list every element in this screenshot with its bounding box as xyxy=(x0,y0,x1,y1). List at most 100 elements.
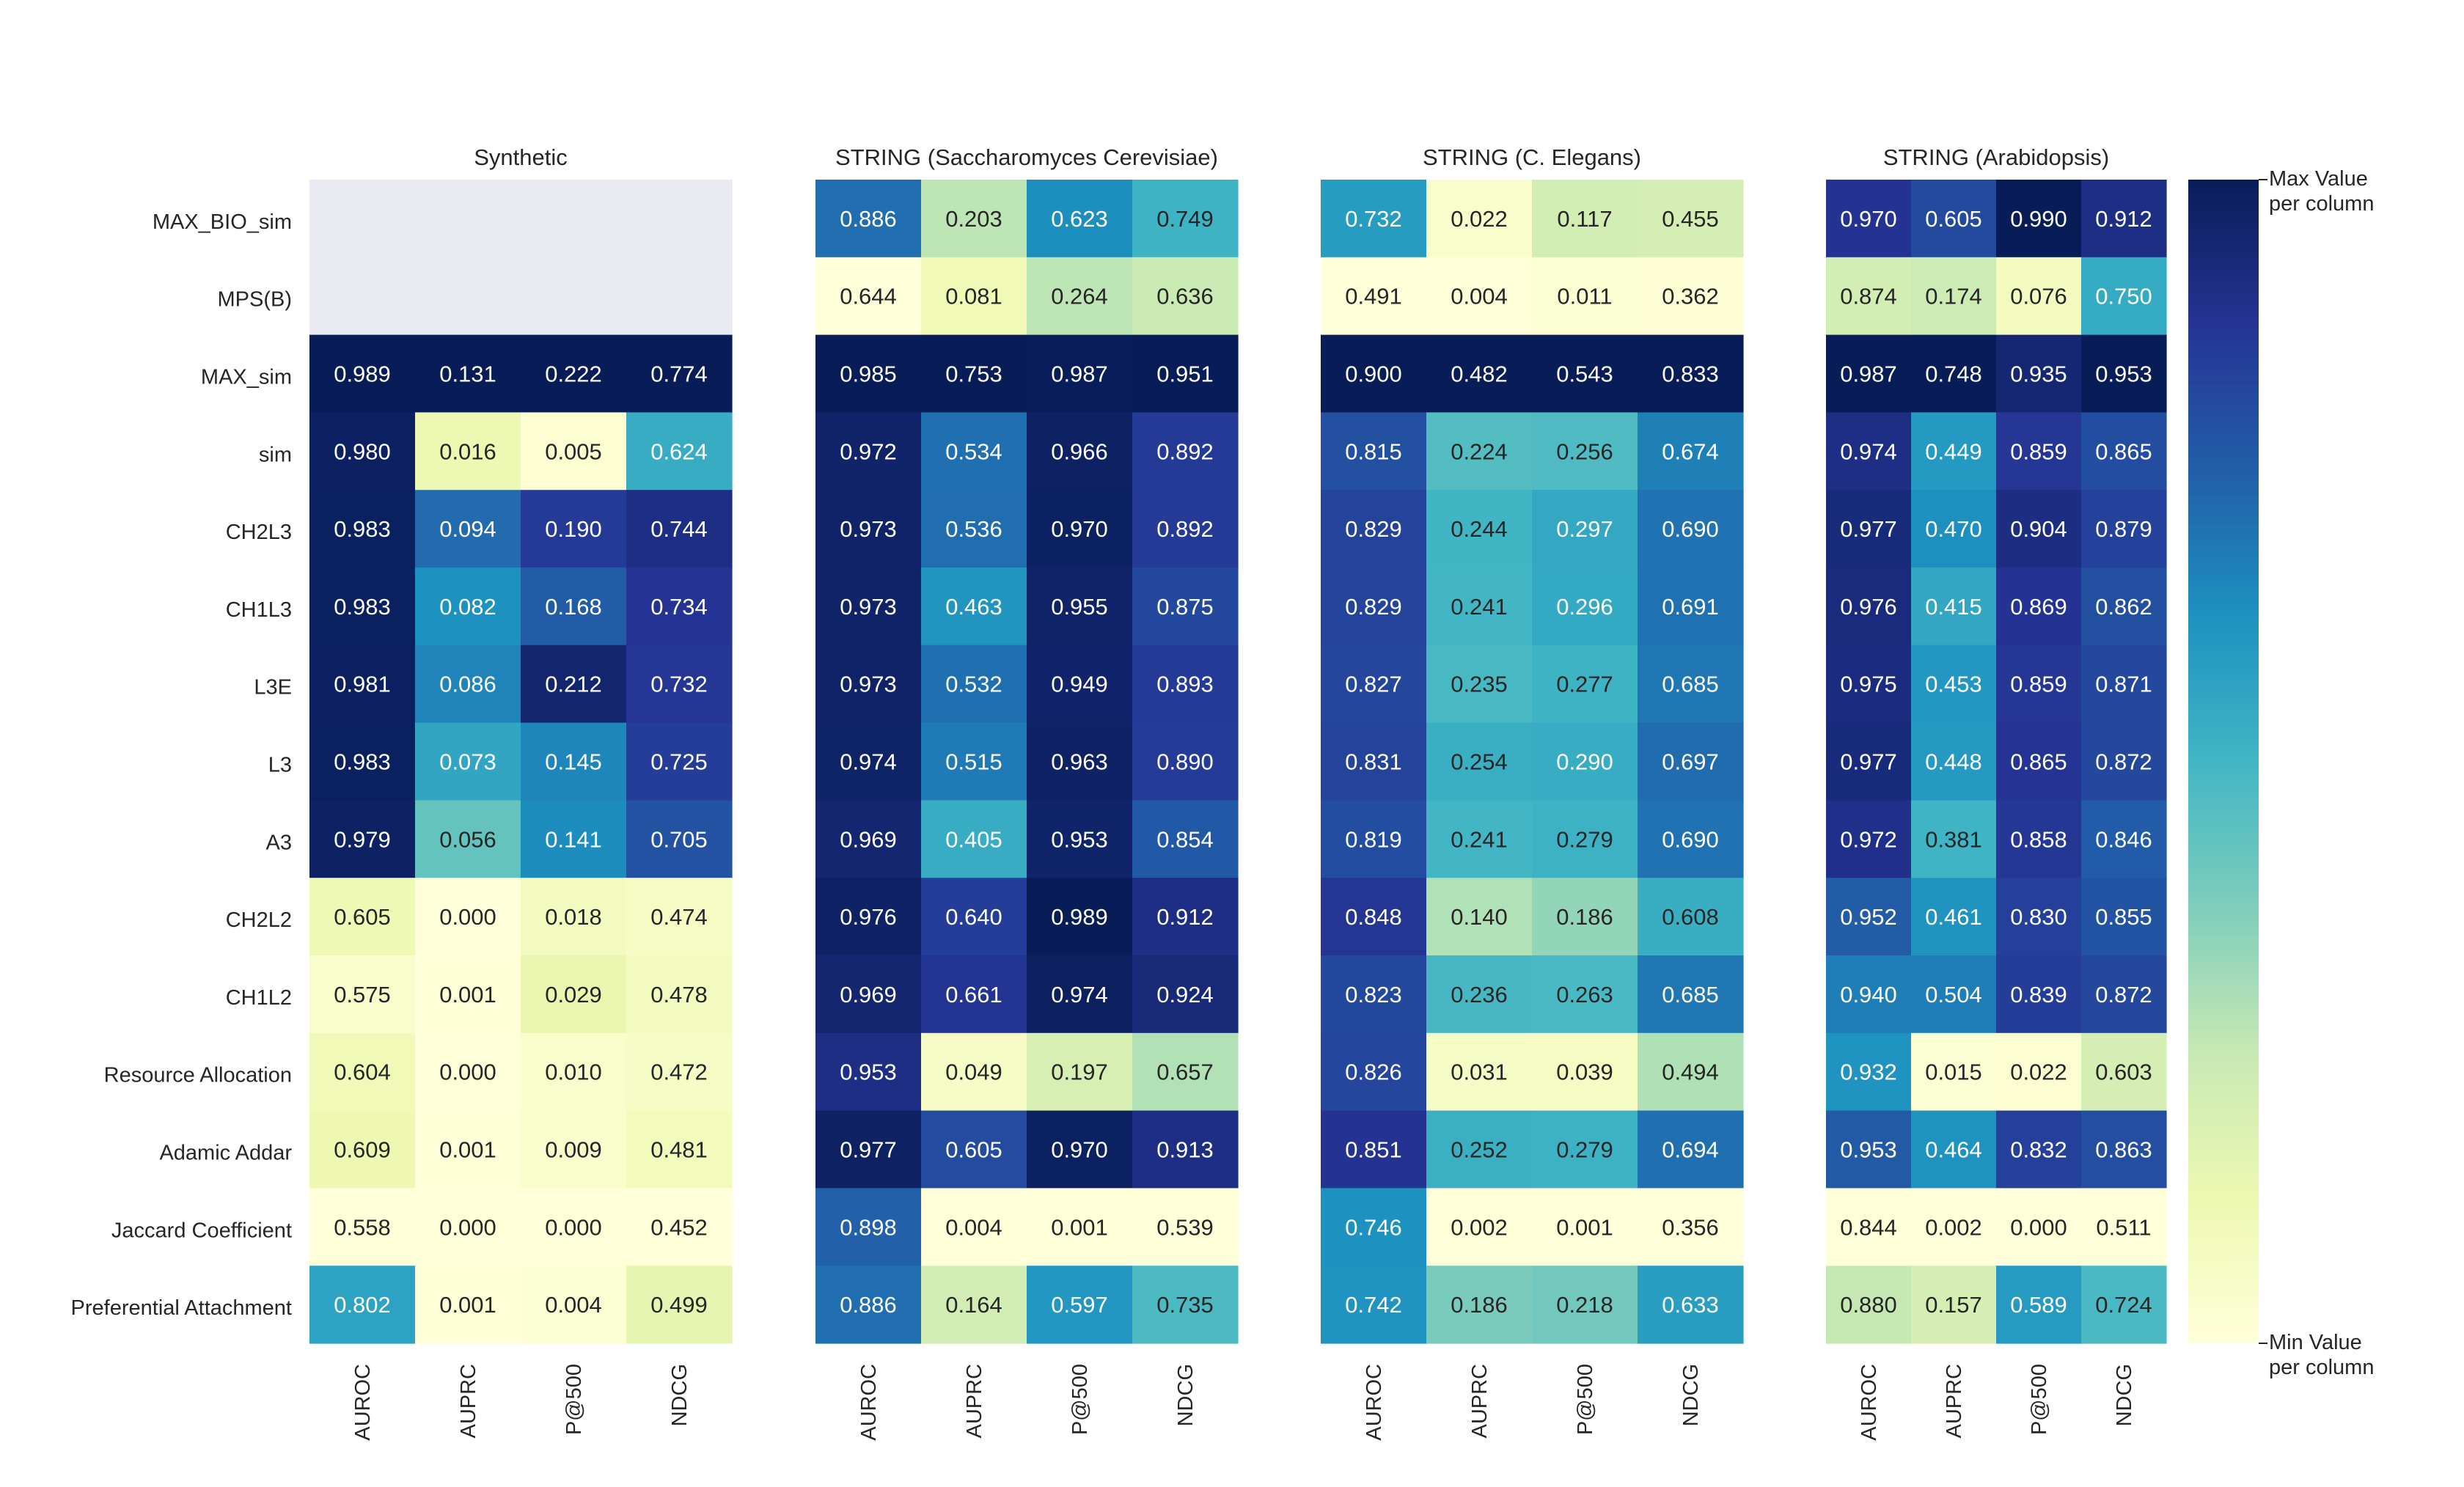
cell-value-label: 0.694 xyxy=(1662,1137,1719,1163)
heatmap-cell xyxy=(521,568,627,646)
cell-value-label: 0.022 xyxy=(2010,1060,2067,1085)
cell-value-label: 0.880 xyxy=(1840,1292,1897,1318)
cell-value-label: 0.974 xyxy=(840,749,897,775)
heatmap-cell xyxy=(815,412,922,491)
heatmap-cell xyxy=(1132,412,1239,491)
row-label: sim xyxy=(259,443,292,466)
cell-value-label: 0.558 xyxy=(334,1214,391,1240)
cell-value-label: 0.742 xyxy=(1345,1292,1402,1318)
heatmap-cell-missing xyxy=(415,180,521,258)
heatmap-cell xyxy=(1132,568,1239,646)
cell-value-label: 0.474 xyxy=(650,904,708,930)
cell-value-label: 0.190 xyxy=(545,516,602,542)
cell-value-label: 0.898 xyxy=(840,1214,897,1240)
heatmap-cell xyxy=(1911,1032,1997,1112)
heatmap-cell xyxy=(1426,568,1533,646)
heatmap-cell xyxy=(1426,955,1533,1034)
cell-value-label: 0.869 xyxy=(2010,594,2067,620)
cell-value-label: 0.973 xyxy=(840,672,897,697)
heatmap-panels: Synthetic 0.989 0.980 0.983 0.983 0.981 0.983 0… xyxy=(309,144,2167,1441)
cell-value-label: 0.222 xyxy=(545,361,602,387)
heatmap-cell-missing xyxy=(626,257,733,336)
heatmap-cell xyxy=(1321,1110,1427,1189)
heatmap-cell xyxy=(1132,490,1239,568)
cell-value-label: 0.140 xyxy=(1451,904,1508,930)
column-label: AUPRC xyxy=(1468,1364,1492,1439)
cell-value-label: 0.980 xyxy=(334,438,391,464)
cell-value-label: 0.452 xyxy=(650,1214,708,1240)
column-label: AUROC xyxy=(1858,1364,1881,1441)
heatmap-cell xyxy=(815,1032,922,1112)
cell-value-label: 0.802 xyxy=(334,1292,391,1318)
heatmap-cell xyxy=(1027,878,1133,956)
cell-value-label: 0.604 xyxy=(334,1060,391,1085)
heatmap-cell xyxy=(1638,955,1744,1034)
cell-value-label: 0.976 xyxy=(840,904,897,930)
heatmap-cell xyxy=(626,1188,733,1266)
cell-value-label: 0.674 xyxy=(1662,438,1719,464)
column-label: P@500 xyxy=(1068,1364,1092,1435)
heatmap-cell xyxy=(815,955,922,1034)
heatmap-cell xyxy=(1532,490,1638,568)
heatmap-cell xyxy=(1532,645,1638,724)
cell-value-label: 0.953 xyxy=(1051,826,1108,852)
cell-value-label: 0.029 xyxy=(545,982,602,1007)
heatmap-cell xyxy=(1911,645,1997,724)
heatmap-cell xyxy=(1826,1188,1912,1266)
cell-value-label: 0.851 xyxy=(1345,1137,1402,1163)
heatmap-cell-missing xyxy=(521,257,627,336)
heatmap-cell xyxy=(921,645,1027,724)
cell-value-label: 0.690 xyxy=(1662,516,1719,542)
heatmap-cell xyxy=(1532,1110,1638,1189)
cell-value-label: 0.609 xyxy=(334,1137,391,1163)
cell-value-label: 0.264 xyxy=(1051,284,1108,309)
cell-value-label: 0.949 xyxy=(1051,672,1108,697)
heatmap-cell xyxy=(815,257,922,336)
heatmap-cell xyxy=(415,1266,521,1344)
cell-value-label: 0.640 xyxy=(945,904,1002,930)
cell-value-label: 0.455 xyxy=(1662,206,1719,232)
heatmap-cell xyxy=(1426,334,1533,413)
cell-value-label: 0.858 xyxy=(2010,826,2067,852)
cell-value-label: 0.989 xyxy=(334,361,391,387)
heatmap-cell-missing xyxy=(415,257,521,336)
cell-value-label: 0.732 xyxy=(650,672,708,697)
cell-value-label: 0.865 xyxy=(2095,438,2152,464)
cell-value-label: 0.589 xyxy=(2010,1292,2067,1318)
heatmap-cell xyxy=(626,1032,733,1112)
cell-value-label: 0.833 xyxy=(1662,361,1719,387)
heatmap-cell-missing xyxy=(626,180,733,258)
cell-value-label: 0.955 xyxy=(1051,594,1108,620)
heatmap-cell xyxy=(415,722,521,801)
heatmap-cell xyxy=(921,1188,1027,1266)
cell-value-label: 0.532 xyxy=(945,672,1002,697)
heatmap-cell xyxy=(2081,1032,2167,1112)
cell-value-label: 0.863 xyxy=(2095,1137,2152,1163)
heatmap-cell xyxy=(1027,568,1133,646)
heatmap-cell xyxy=(1638,1110,1744,1189)
heatmap-cell xyxy=(2081,568,2167,646)
panel-title: Synthetic xyxy=(474,144,568,170)
cell-value-label: 0.973 xyxy=(840,516,897,542)
cell-value-label: 0.000 xyxy=(545,1214,602,1240)
cell-value-label: 0.499 xyxy=(650,1292,708,1318)
heatmap-cell xyxy=(921,180,1027,258)
cell-value-label: 0.254 xyxy=(1451,749,1508,775)
cell-value-label: 0.839 xyxy=(2010,982,2067,1007)
heatmap-cell xyxy=(1321,412,1427,491)
heatmap-cell xyxy=(1638,878,1744,956)
heatmap-cell xyxy=(2081,1266,2167,1344)
heatmap-cell xyxy=(1027,955,1133,1034)
heatmap-cell xyxy=(2081,490,2167,568)
heatmap-cell xyxy=(1996,334,2082,413)
cell-value-label: 0.832 xyxy=(2010,1137,2067,1163)
heatmap-cell xyxy=(1911,1266,1997,1344)
heatmap-cell xyxy=(1027,334,1133,413)
cell-value-label: 0.886 xyxy=(840,1292,897,1318)
cell-value-label: 0.141 xyxy=(545,826,602,852)
cell-value-label: 0.977 xyxy=(840,1137,897,1163)
column-label: P@500 xyxy=(1574,1364,1597,1435)
heatmap-cell xyxy=(1426,1188,1533,1266)
heatmap-cell xyxy=(1996,490,2082,568)
